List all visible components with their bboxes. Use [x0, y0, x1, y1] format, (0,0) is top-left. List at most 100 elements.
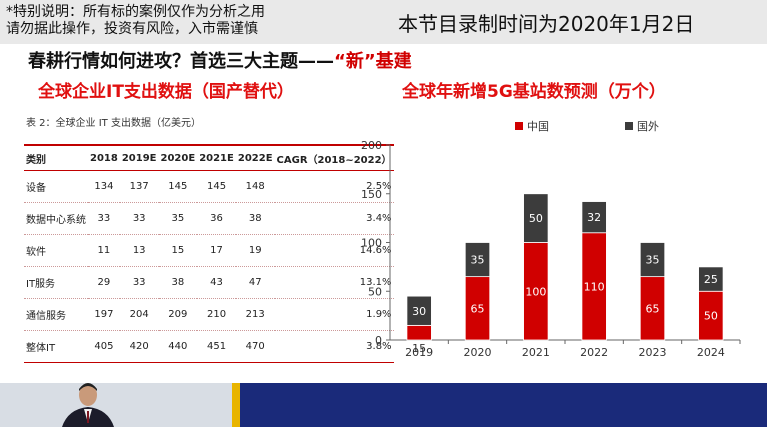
column-header: 2021E — [197, 144, 236, 171]
slide: *特别说明：所有标的案例仅作为分析之用 请勿据此操作，投资有风险，入市需谨慎 本… — [0, 0, 767, 383]
table-cell: 36 — [197, 202, 236, 235]
y-tick-label: 200 — [361, 139, 382, 152]
bar-overseas — [698, 266, 724, 292]
table-cell: 47 — [235, 266, 275, 299]
table-cell: 470 — [235, 330, 275, 363]
table-cell: 2.5% — [274, 170, 394, 203]
table-cell: 29 — [88, 266, 120, 299]
table-cell: 210 — [197, 298, 236, 331]
x-tick-label: 2022 — [580, 346, 608, 359]
table-cell: 19 — [235, 234, 275, 267]
disclaimer-line-2: 请勿据此操作，投资有风险，入市需谨慎 — [6, 21, 258, 37]
legend-swatch — [625, 122, 633, 130]
legend-label: 中国 — [527, 120, 549, 133]
headline-main: 春耕行情如何进攻？首选三大主题—— — [28, 51, 334, 72]
table-cell: 145 — [158, 170, 198, 203]
column-header: 2019E — [119, 144, 159, 171]
video-strip — [0, 383, 767, 427]
column-header: CAGR（2018~2022） — [274, 144, 394, 171]
y-tick-label: 0 — [375, 334, 382, 347]
x-tick-label: 2019 — [405, 346, 433, 359]
table-cell: 35 — [158, 202, 198, 235]
table-cell: 148 — [235, 170, 275, 203]
table-cell: 通信服务 — [24, 298, 88, 331]
table-cell: 13 — [119, 234, 159, 267]
disclaimer-line-1: *特别说明：所有标的案例仅作为分析之用 — [6, 4, 265, 20]
table-cell: 17 — [197, 234, 236, 267]
x-tick-label: 2024 — [697, 346, 725, 359]
table-cell: 213 — [235, 298, 275, 331]
table-cell: 420 — [119, 330, 159, 363]
data-label: 65 — [471, 302, 485, 315]
left-panel-title: 全球企业IT支出数据（国产替代） — [38, 82, 294, 102]
table-cell: 设备 — [24, 170, 88, 203]
table-cell: 3.8% — [274, 330, 394, 363]
record-time: 本节目录制时间为2020年1月2日 — [398, 12, 695, 36]
bar-china — [464, 276, 491, 341]
top-banner: *特别说明：所有标的案例仅作为分析之用 请勿据此操作，投资有风险，入市需谨慎 本… — [0, 0, 767, 44]
data-label: 32 — [587, 211, 601, 224]
table-cell: 451 — [197, 330, 236, 363]
x-tick-label: 2023 — [639, 346, 667, 359]
table-cell: 数据中心系统 — [24, 202, 88, 235]
table-cell: 204 — [119, 298, 159, 331]
bar-china — [406, 324, 432, 341]
table-cell: 11 — [88, 234, 120, 267]
data-label: 110 — [584, 280, 605, 293]
data-label: 30 — [412, 305, 426, 318]
data-label: 100 — [525, 285, 546, 298]
y-tick-label: 100 — [361, 237, 382, 250]
table-cell: 15 — [158, 234, 198, 267]
presenter-image — [62, 383, 114, 427]
table-cell: 1.9% — [274, 298, 394, 331]
table-cell: 43 — [197, 266, 236, 299]
bar-overseas — [464, 242, 491, 278]
table-cell: 13.1% — [274, 266, 394, 299]
table-cell: 209 — [158, 298, 198, 331]
studio-backdrop — [0, 383, 232, 427]
legend-swatch — [515, 122, 523, 130]
slide-headline: 春耕行情如何进攻？首选三大主题——“新”基建 — [28, 47, 412, 73]
table-row: 数据中心系统 33 33 35 36 38 3.4% — [24, 202, 394, 235]
disclaimer: *特别说明：所有标的案例仅作为分析之用 请勿据此操作，投资有风险，入市需谨慎 — [6, 4, 265, 38]
table-cell: IT服务 — [24, 266, 88, 299]
data-label: 35 — [471, 254, 485, 267]
table-cell: 33 — [119, 202, 159, 235]
data-label: 25 — [704, 273, 718, 286]
table-cell: 整体IT — [24, 330, 88, 363]
bar-china — [639, 276, 666, 341]
table-cell: 405 — [88, 330, 120, 363]
legend-label: 国外 — [637, 120, 659, 133]
bar-china — [523, 242, 549, 341]
y-tick-label: 150 — [361, 188, 382, 201]
table-cell: 软件 — [24, 234, 88, 267]
x-tick-label: 2020 — [464, 346, 492, 359]
table-cell: 3.4% — [274, 202, 394, 235]
bar-china — [698, 290, 724, 341]
table-row: 设备 134 137 145 145 148 2.5% — [24, 170, 394, 203]
bar-overseas — [639, 242, 666, 278]
table-row: IT服务 29 33 38 43 47 13.1% — [24, 266, 394, 299]
table-cell: 33 — [88, 202, 120, 235]
table-caption: 表 2：全球企业 IT 支出数据（亿美元） — [26, 118, 201, 129]
column-header: 类别 — [24, 144, 88, 171]
headline-highlight: “新”基建 — [334, 51, 412, 72]
table-cell: 137 — [119, 170, 159, 203]
data-label: 65 — [646, 302, 660, 315]
table-cell: 440 — [158, 330, 198, 363]
table-row: 软件 11 13 15 17 19 14.6% — [24, 234, 394, 267]
table-row: 通信服务 197 204 209 210 213 1.9% — [24, 298, 394, 331]
y-tick-label: 50 — [368, 285, 382, 298]
x-tick-label: 2021 — [522, 346, 550, 359]
column-header: 2018 — [88, 144, 120, 171]
right-panel-title: 全球年新增5G基站数预测（万个） — [402, 82, 666, 102]
data-label: 50 — [704, 310, 718, 323]
table-cell: 14.6% — [274, 234, 394, 267]
table-cell: 145 — [197, 170, 236, 203]
column-header: 2022E — [235, 144, 275, 171]
table-cell: 38 — [235, 202, 275, 235]
table-row: 整体IT 405 420 440 451 470 3.8% — [24, 330, 394, 363]
it-spending-table: 类别 2018 2019E 2020E 2021E 2022E CAGR（201… — [24, 144, 394, 363]
bar-overseas — [406, 295, 432, 326]
data-label: 15 — [412, 342, 426, 355]
